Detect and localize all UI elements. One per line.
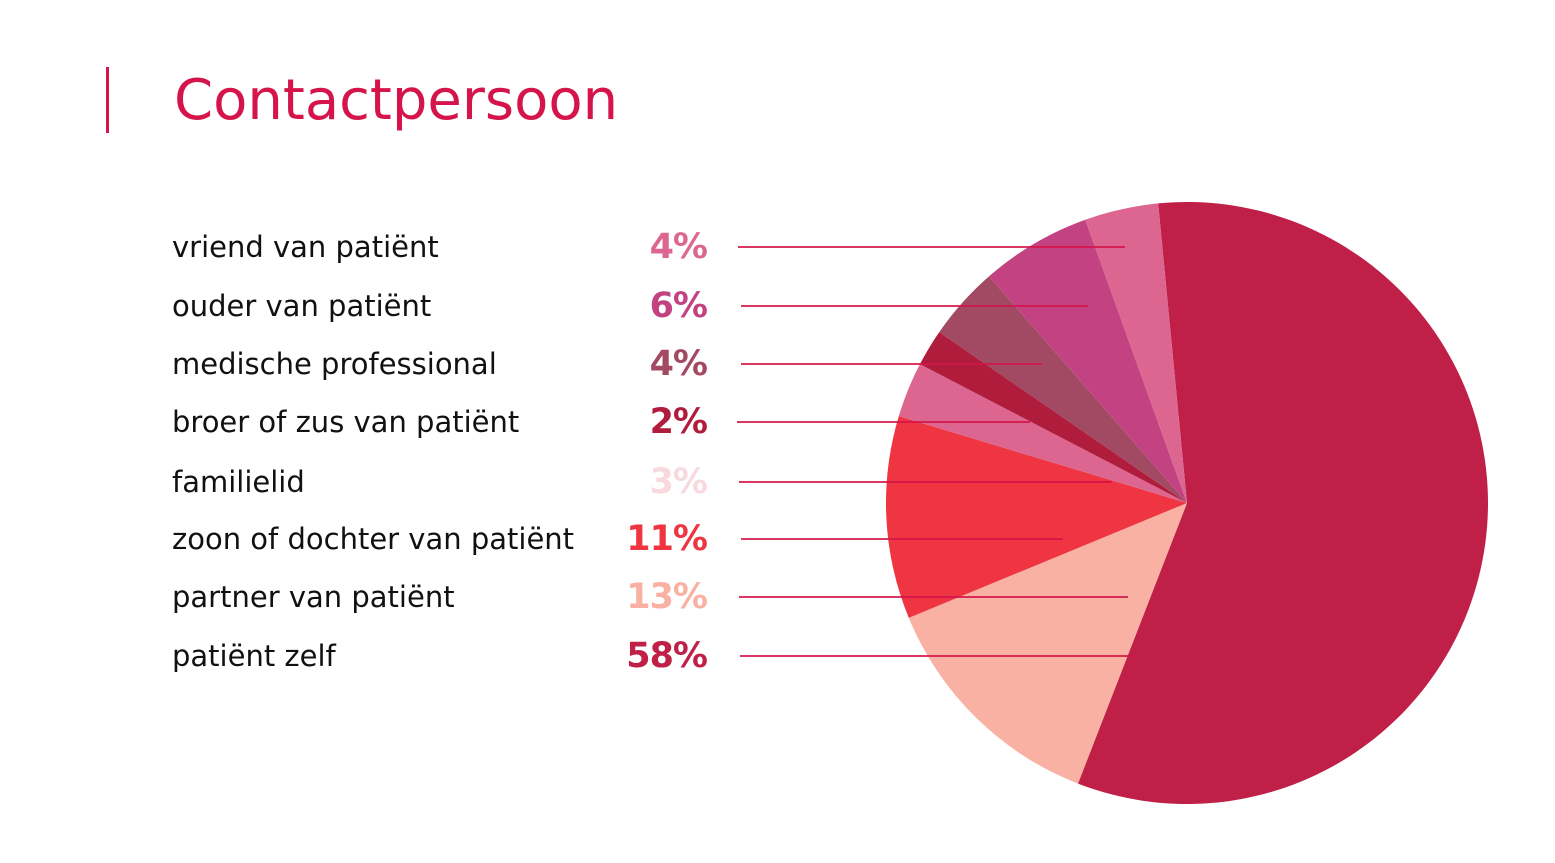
legend-item: broer of zus van patiënt 2% <box>0 402 1555 442</box>
legend-value: 3% <box>649 462 708 502</box>
legend-label: zoon of dochter van patiënt <box>172 522 575 556</box>
leader-line <box>741 538 1063 540</box>
legend-label: medische professional <box>172 347 497 381</box>
leader-line <box>741 363 1042 365</box>
legend-item: zoon of dochter van patiënt 11% <box>0 519 1555 559</box>
legend-item: patiënt zelf 58% <box>0 636 1555 676</box>
legend-label: vriend van patiënt <box>172 230 439 264</box>
legend-value: 11% <box>626 519 708 559</box>
leader-line <box>739 481 1112 483</box>
legend-label: broer of zus van patiënt <box>172 405 520 439</box>
pie-slice <box>885 416 1187 618</box>
pie-slice <box>1085 203 1187 503</box>
leader-line <box>741 305 1088 307</box>
legend-value: 58% <box>626 636 708 676</box>
pie-slice <box>919 332 1187 503</box>
pie-slice <box>939 276 1187 503</box>
legend-value: 4% <box>649 227 708 267</box>
leader-line <box>737 421 1030 423</box>
legend-value: 13% <box>626 577 708 617</box>
pie-slice <box>908 503 1187 784</box>
legend-label: ouder van patiënt <box>172 289 432 323</box>
legend-value: 4% <box>649 344 708 384</box>
legend-item: medische professional 4% <box>0 344 1555 384</box>
legend-value: 6% <box>649 286 708 326</box>
legend-item: ouder van patiënt 6% <box>0 286 1555 326</box>
leader-line <box>738 246 1125 248</box>
pie-slice <box>988 219 1187 503</box>
chart-title: Contactpersoon <box>174 68 619 133</box>
leader-line <box>739 596 1128 598</box>
legend-item: familielid 3% <box>0 462 1555 502</box>
legend-item: vriend van patiënt 4% <box>0 227 1555 267</box>
legend-label: partner van patiënt <box>172 580 455 614</box>
leader-line <box>740 655 1133 657</box>
legend-label: patiënt zelf <box>172 639 336 673</box>
pie-slice <box>898 364 1187 503</box>
title-accent-bar <box>106 67 109 133</box>
legend-item: partner van patiënt 13% <box>0 577 1555 617</box>
legend-value: 2% <box>649 402 708 442</box>
legend-label: familielid <box>172 465 305 499</box>
pie-slice <box>1077 202 1489 805</box>
